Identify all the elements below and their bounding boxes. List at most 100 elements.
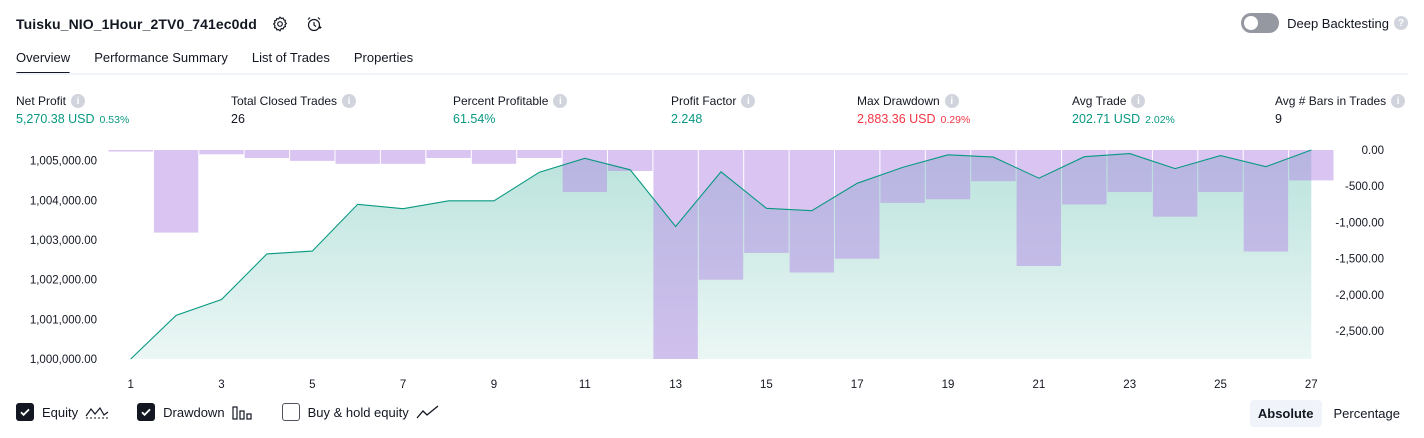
drawdown-bar	[471, 150, 517, 164]
right-axis-tick-label: -1,000.00	[1335, 218, 1384, 230]
drawdown-label: Drawdown	[163, 404, 225, 420]
value-mode-switch: Absolute Percentage	[1249, 400, 1408, 427]
metrics-row: Net Profit i 5,270.38 USD 0.53% Total Clos…	[16, 94, 1412, 134]
metric-avg-trade: Avg Trade i 202.71 USD 2.02%	[1072, 94, 1175, 126]
metric-percent-profitable: Percent Profitable i 61.54%	[453, 94, 568, 126]
tab-performance-summary[interactable]: Performance Summary	[94, 50, 228, 65]
metric-percent: 0.29%	[940, 114, 971, 126]
metric-value: 202.71 USD	[1072, 112, 1141, 126]
x-axis-tick-label: 9	[491, 379, 497, 391]
deep-backtesting-control: Deep Backtesting ?	[1241, 13, 1408, 33]
info-icon[interactable]: i	[553, 94, 568, 108]
right-axis-tick-label: -2,000.00	[1335, 290, 1384, 302]
right-axis-tick-label: -1,500.00	[1335, 254, 1384, 266]
right-axis-tick-label: -500.00	[1345, 181, 1384, 193]
right-axis-tick-label: 0.00	[1362, 145, 1384, 157]
drawdown-bars-icon	[231, 404, 254, 420]
info-icon[interactable]: i	[741, 94, 756, 108]
drawdown-checkbox[interactable]	[137, 403, 156, 421]
x-axis-tick-label: 19	[942, 379, 955, 391]
metric-label: Max Drawdown	[857, 94, 940, 108]
metric-max-drawdown: Max Drawdown i 2,883.36 USD 0.29%	[857, 94, 970, 126]
metric-label: Avg Trade	[1072, 94, 1127, 108]
drawdown-bar	[698, 150, 744, 280]
drawdown-bar	[653, 150, 698, 359]
metric-value: 9	[1275, 112, 1282, 126]
drawdown-bar	[108, 150, 153, 152]
equity-drawdown-chart[interactable]: 1,000,000.00 1,001,000.00 1,002,000.00 1,00…	[0, 140, 1424, 394]
metric-value: 2,883.36 USD	[857, 112, 936, 126]
info-icon[interactable]: i	[342, 94, 357, 108]
metric-percent: 0.53%	[99, 114, 130, 126]
strategy-title: Tuisku_NIO_1Hour_2TV0_741ec0dd	[16, 16, 257, 32]
drawdown-bar	[1243, 150, 1289, 252]
left-axis-tick-label: 1,000,000.00	[30, 354, 97, 366]
metric-value: 61.54%	[453, 112, 496, 126]
metric-total-closed-trades: Total Closed Trades i 26	[231, 94, 357, 126]
x-axis-tick-label: 15	[760, 379, 773, 391]
buy-hold-toggle[interactable]: Buy & hold equity	[281, 403, 440, 421]
drawdown-bar	[1152, 150, 1198, 217]
drawdown-bar	[380, 150, 426, 164]
drawdown-bar	[153, 150, 199, 233]
drawdown-bar	[199, 150, 244, 155]
right-axis-tick-label: -2,500.00	[1335, 326, 1384, 338]
tab-overview[interactable]: Overview	[16, 47, 71, 75]
tab-properties[interactable]: Properties	[353, 50, 414, 65]
drawdown-bar	[562, 150, 607, 192]
info-icon[interactable]: i	[944, 94, 959, 108]
drawdown-bar	[971, 150, 1016, 182]
drawdown-bar	[608, 150, 653, 171]
metric-label: Percent Profitable	[453, 94, 549, 108]
drawdown-bar	[517, 150, 562, 158]
info-icon[interactable]: i	[71, 94, 86, 108]
left-axis-tick-label: 1,003,000.00	[30, 235, 97, 247]
info-icon[interactable]: i	[1131, 94, 1146, 108]
alarm-clock-icon[interactable]	[303, 13, 325, 35]
drawdown-bar	[1198, 150, 1243, 192]
buy-hold-checkbox[interactable]	[281, 403, 300, 421]
drawdown-bar	[1016, 150, 1061, 266]
percentage-button[interactable]: Percentage	[1333, 406, 1401, 421]
metric-profit-factor: Profit Factor i 2.248	[671, 94, 756, 126]
x-axis-tick-label: 11	[579, 379, 591, 391]
buy-hold-line-icon	[416, 405, 440, 419]
help-icon[interactable]: ?	[1394, 16, 1408, 30]
drawdown-bar	[835, 150, 880, 259]
x-axis-tick-label: 27	[1305, 379, 1318, 391]
x-axis-tick-label: 23	[1123, 379, 1136, 391]
drawdown-bar	[1289, 150, 1334, 181]
x-axis-tick-label: 5	[309, 379, 315, 391]
tabs-divider	[16, 73, 1408, 75]
deep-backtesting-toggle[interactable]	[1241, 13, 1280, 33]
metric-avg-bars-in-trades: Avg # Bars in Trades i 9	[1275, 94, 1406, 126]
equity-line-icon	[85, 405, 109, 419]
gear-icon[interactable]	[269, 13, 291, 35]
buy-hold-label: Buy & hold equity	[307, 404, 409, 420]
metric-label: Net Profit	[16, 94, 67, 108]
x-axis-tick-label: 1	[127, 379, 133, 391]
drawdown-bar	[244, 150, 290, 158]
tab-list-of-trades[interactable]: List of Trades	[251, 50, 330, 65]
metric-label: Profit Factor	[671, 94, 737, 108]
left-axis-tick-label: 1,001,000.00	[30, 314, 97, 326]
drawdown-bar	[426, 150, 471, 158]
equity-label: Equity	[42, 404, 79, 420]
left-axis-tick-label: 1,002,000.00	[30, 275, 97, 287]
x-axis-tick-label: 13	[669, 379, 682, 391]
x-axis-tick-label: 21	[1033, 379, 1046, 391]
equity-checkbox[interactable]	[16, 403, 34, 421]
equity-line	[130, 149, 1312, 360]
drawdown-bar	[1062, 150, 1107, 205]
x-axis-tick-label: 17	[851, 379, 864, 391]
metric-value: 26	[231, 112, 245, 126]
left-axis-tick-label: 1,004,000.00	[30, 195, 97, 207]
absolute-button[interactable]: Absolute	[1249, 400, 1322, 427]
drawdown-toggle[interactable]: Drawdown	[137, 403, 253, 421]
metric-value: 2.248	[671, 112, 703, 126]
x-axis-tick-label: 7	[400, 379, 406, 391]
info-icon[interactable]: i	[1391, 94, 1406, 108]
equity-toggle[interactable]: Equity	[16, 403, 109, 421]
x-axis-tick-label: 25	[1214, 379, 1227, 391]
toggle-knob	[1244, 16, 1259, 30]
